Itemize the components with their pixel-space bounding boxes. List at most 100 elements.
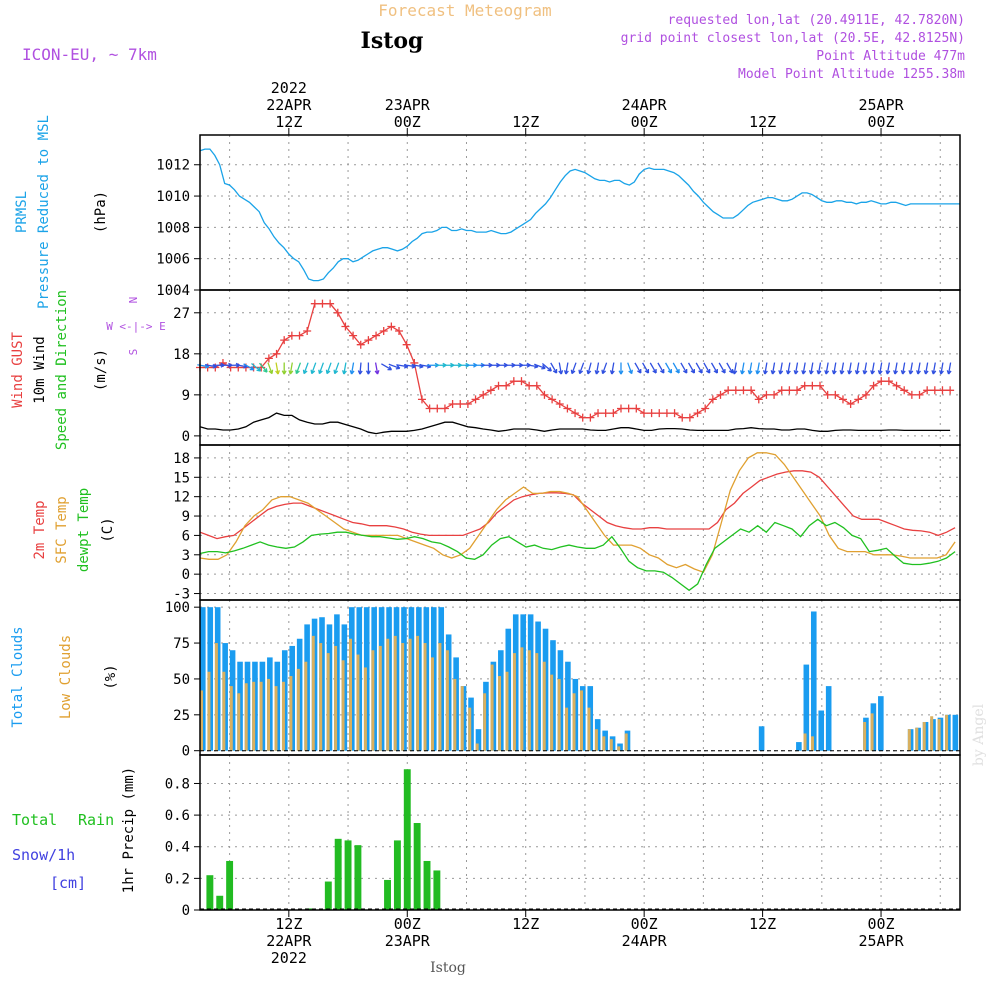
temp-sfc-line: [199, 452, 956, 574]
rain-label-rain: Rain: [78, 811, 114, 829]
wind-arrow: [288, 362, 294, 375]
gust-marker: [402, 340, 411, 349]
wind-label-dir: Speed and Direction: [54, 290, 70, 450]
low-cloud-bar: [341, 660, 345, 751]
gust-marker: [808, 381, 817, 390]
bottom-time-label: 12Z: [275, 915, 302, 933]
gust-marker: [846, 399, 855, 408]
top-time-label: 00Z: [867, 113, 894, 131]
wind-arrow: [534, 363, 546, 370]
low-cloud-bar: [810, 736, 814, 751]
low-cloud-bar: [490, 664, 494, 751]
wind-arrow: [374, 362, 380, 375]
top-time-label: 25APR: [858, 96, 904, 114]
total-cloud-bar: [952, 714, 959, 751]
low-cloud-bar: [505, 671, 509, 751]
wind-arrow: [570, 362, 577, 375]
pressure-labels: PRMSL Pressure Reduced to MSL (hPa): [14, 115, 109, 309]
low-cloud-bar: [535, 653, 539, 751]
gridpoint-coords: grid point closest lon,lat (20.5E, 42.81…: [621, 31, 965, 46]
low-cloud-bar: [267, 678, 271, 751]
gust-marker: [440, 404, 449, 413]
rain-ytick-label: 0: [182, 903, 190, 919]
low-cloud-bar: [542, 661, 546, 751]
gust-marker: [639, 409, 648, 418]
rain-ytick-label: 0.4: [165, 840, 190, 856]
low-cloud-bar: [922, 721, 926, 751]
wind-arrow: [349, 362, 355, 375]
wind-arrow: [609, 362, 615, 375]
low-cloud-bar: [363, 667, 367, 751]
top-time-label: 22APR: [266, 96, 312, 114]
gust-marker: [264, 354, 273, 363]
gust-marker: [417, 395, 426, 404]
wind-arrow: [695, 362, 703, 374]
gust-marker: [930, 386, 939, 395]
temp-ytick-label: 9: [182, 509, 190, 525]
low-cloud-bar: [580, 690, 583, 751]
temp-label-2m: 2m Temp: [32, 500, 48, 559]
wind-arrow: [900, 362, 906, 375]
wind-arrow: [762, 362, 768, 375]
wind-arrow: [755, 362, 761, 375]
wind-arrow: [310, 362, 317, 375]
gust-marker: [685, 413, 694, 422]
plot-layer: 1004 1006 1008 1010 1012 0 9 18 27 -3 0 3 6 9 12 15 18 0 2…: [156, 79, 961, 967]
wind-arrow: [831, 362, 837, 375]
gust-marker: [678, 413, 687, 422]
wind-arrow: [325, 362, 332, 375]
wind-arrow: [281, 362, 287, 375]
rain-bar: [403, 769, 411, 910]
low-cloud-bar: [430, 657, 434, 751]
low-cloud-bar: [572, 693, 576, 751]
low-cloud-bar: [565, 707, 569, 751]
gust-marker: [739, 386, 748, 395]
low-cloud-bar: [475, 743, 479, 751]
wind-arrow: [726, 362, 734, 374]
low-cloud-bar: [498, 676, 502, 751]
gust-marker: [272, 349, 281, 358]
gust-marker: [594, 409, 603, 418]
low-cloud-bar: [624, 733, 628, 751]
wind-arrow: [657, 362, 665, 374]
wind-arrow: [816, 362, 822, 375]
bottom-time-label: 24APR: [622, 932, 668, 950]
gust-marker: [479, 390, 488, 399]
low-cloud-bar: [945, 714, 949, 751]
wind-arrow: [824, 362, 830, 375]
wind-arrow: [893, 362, 898, 375]
low-cloud-bar: [378, 645, 382, 751]
rain-bar: [206, 875, 214, 910]
gust-marker: [601, 409, 610, 418]
low-cloud-bar: [587, 707, 591, 751]
top-time-label: 23APR: [385, 96, 431, 114]
gust-marker: [854, 395, 863, 404]
total-cloud-bar: [878, 696, 884, 751]
clouds-ytick-label: 50: [173, 672, 190, 688]
wind-arrow: [718, 362, 726, 374]
temp-ytick-label: 6: [182, 528, 190, 544]
low-cloud-bar: [520, 647, 524, 751]
rain-label-snow: Snow/1h: [12, 846, 75, 864]
wind-arrow: [870, 362, 876, 375]
rain-labels: Total Rain Snow/1h [cm] 1hr Precip (mm): [12, 767, 137, 893]
wind-arrow: [259, 362, 268, 373]
wind-arrow: [740, 362, 745, 375]
bottom-time-label: 12Z: [512, 915, 539, 933]
gust-marker: [884, 377, 893, 386]
bottom-time-label: 00Z: [631, 915, 658, 933]
wind-arrow: [770, 362, 776, 375]
wind-arrow: [732, 362, 738, 375]
pressure-panel: 1004 1006 1008 1010 1012: [156, 135, 960, 299]
wind-arrow: [388, 363, 401, 370]
wind-arrow: [243, 363, 255, 371]
wind-ytick-label: 0: [182, 429, 190, 445]
low-cloud-bar: [356, 654, 360, 751]
wind-arrow: [680, 362, 688, 374]
gust-marker: [326, 299, 335, 308]
gust-marker: [356, 340, 365, 349]
top-time-label: 12Z: [749, 113, 776, 131]
gust-marker: [747, 386, 756, 395]
clouds-ytick-label: 100: [165, 600, 190, 616]
